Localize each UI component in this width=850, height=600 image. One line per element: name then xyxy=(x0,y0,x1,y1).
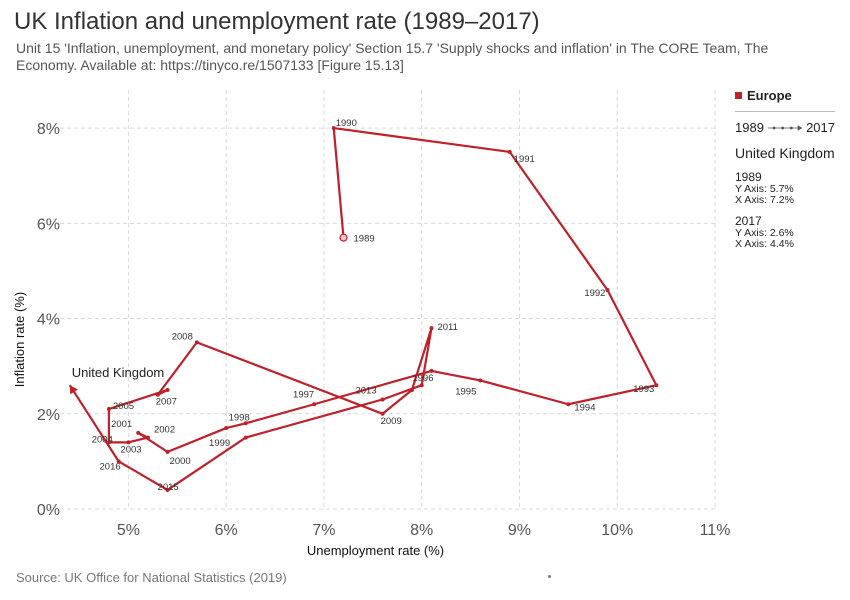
data-point xyxy=(654,383,659,388)
data-label: 1999 xyxy=(209,438,230,449)
legend-first-x: X Axis: 7.2% xyxy=(735,194,794,206)
data-point xyxy=(409,387,414,392)
data-point xyxy=(478,378,483,383)
data-point xyxy=(145,435,150,440)
y-tick-label: 4% xyxy=(37,312,60,329)
legend-first-y: Y Axis: 5.7% xyxy=(735,183,794,195)
legend-last-y: Y Axis: 2.6% xyxy=(735,227,794,239)
data-label: 1990 xyxy=(336,118,357,129)
data-label: 2009 xyxy=(381,416,402,427)
x-tick-label: 7% xyxy=(312,522,335,539)
legend-last-year: 2017 xyxy=(735,214,762,228)
data-point xyxy=(429,368,434,373)
data-label: 1996 xyxy=(412,373,433,384)
chart-title: UK Inflation and unemployment rate (1989… xyxy=(14,8,540,35)
x-tick-label: 10% xyxy=(601,522,633,539)
data-label: 1992 xyxy=(584,288,605,299)
data-label: 2001 xyxy=(111,419,132,430)
legend-arrow-icon xyxy=(767,124,803,131)
data-point xyxy=(155,392,160,397)
data-point xyxy=(380,411,385,416)
legend-swatch xyxy=(735,92,742,99)
data-point xyxy=(507,149,512,154)
data-point xyxy=(429,326,434,331)
data-point xyxy=(312,402,317,407)
data-point xyxy=(165,449,170,454)
series-end-label: United Kingdom xyxy=(72,365,165,380)
data-point xyxy=(136,430,141,435)
data-point xyxy=(566,402,571,407)
data-point xyxy=(605,287,610,292)
chart-subtitle: Unit 15 'Inflation, unemployment, and mo… xyxy=(16,40,769,73)
data-label: 1998 xyxy=(229,412,250,423)
data-point xyxy=(380,397,385,402)
x-tick-label: 6% xyxy=(215,522,238,539)
data-label: 2015 xyxy=(158,482,179,493)
legend-range-start: 1989 xyxy=(735,120,764,135)
data-label: 2000 xyxy=(170,456,191,467)
data-point xyxy=(165,387,170,392)
data-point xyxy=(224,426,229,431)
dot-marker xyxy=(548,575,551,578)
data-label: 1991 xyxy=(514,154,535,165)
data-point xyxy=(243,421,248,426)
data-point-start xyxy=(339,233,348,242)
legend-group-label: Europe xyxy=(747,88,792,103)
x-tick-label: 11% xyxy=(700,522,731,539)
y-tick-label: 8% xyxy=(37,121,60,138)
x-tick-label: 5% xyxy=(117,522,140,539)
y-tick-label: 2% xyxy=(37,407,60,424)
data-label: 2008 xyxy=(172,331,193,342)
data-label: 2003 xyxy=(120,444,141,455)
data-label: 2002 xyxy=(154,425,175,436)
series-line-uk xyxy=(68,126,658,492)
data-label: 1994 xyxy=(574,402,595,413)
data-point-end-arrow xyxy=(69,385,78,395)
chart-source: Source: UK Office for National Statistic… xyxy=(16,570,287,585)
legend: Europe 1989 2017 United Kingdom 1989 Y A… xyxy=(735,88,835,250)
data-point xyxy=(194,340,199,345)
data-label: 2007 xyxy=(156,397,177,408)
data-point xyxy=(126,440,131,445)
y-tick-label: 0% xyxy=(37,502,60,519)
y-axis-title: Inflation rate (%) xyxy=(12,292,27,387)
legend-year-range: 1989 2017 xyxy=(735,120,835,135)
x-axis-title: Unemployment rate (%) xyxy=(307,543,444,558)
data-label: 1989 xyxy=(354,234,375,245)
legend-group-europe[interactable]: Europe xyxy=(735,88,835,103)
legend-first-year: 1989 xyxy=(735,170,762,184)
legend-last-x: X Axis: 4.4% xyxy=(735,238,794,250)
data-point xyxy=(243,435,248,440)
legend-divider xyxy=(735,111,835,112)
x-tick-label: 9% xyxy=(508,522,531,539)
data-point xyxy=(116,459,121,464)
data-label: 2004 xyxy=(92,434,113,445)
data-point xyxy=(106,440,111,445)
data-label: 2011 xyxy=(437,322,457,333)
data-point xyxy=(165,487,170,492)
legend-range-end: 2017 xyxy=(806,120,835,135)
data-point xyxy=(106,407,111,412)
legend-country-name: United Kingdom xyxy=(735,145,835,161)
data-label: 2016 xyxy=(100,461,121,472)
data-point xyxy=(419,383,424,388)
data-label: 1993 xyxy=(633,384,654,395)
data-label: 1997 xyxy=(293,389,314,400)
data-label: 1995 xyxy=(455,386,476,397)
x-tick-label: 8% xyxy=(410,522,433,539)
data-label: 2013 xyxy=(355,385,376,396)
data-label: 2005 xyxy=(113,401,134,412)
data-point xyxy=(331,126,336,131)
y-tick-label: 6% xyxy=(37,216,60,233)
